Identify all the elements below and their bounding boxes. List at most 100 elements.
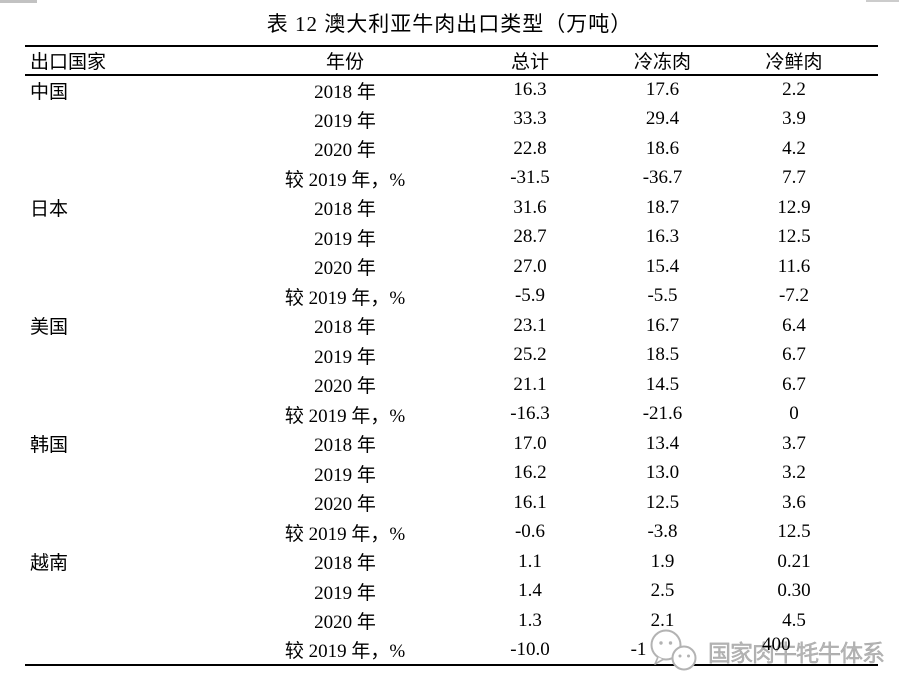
cell-year: 较 2019 年，%: [245, 400, 445, 430]
cell-country: 中国: [25, 75, 245, 105]
cell-country: 韩国: [25, 429, 245, 459]
table-row: 2020 年 22.8 18.6 4.2: [25, 134, 878, 164]
table-row: 2019 年 25.2 18.5 6.7: [25, 341, 878, 371]
cell-year-value: 较 2019 年，%: [284, 169, 406, 191]
cell-chilled: 6.7: [710, 341, 878, 371]
cell-chilled: [710, 636, 878, 666]
cell-chilled-value: 3.6: [782, 491, 806, 513]
cell-chilled-value: -7.2: [778, 285, 810, 307]
cell-frozen: 2.1: [615, 606, 710, 636]
cell-frozen-value: 18.5: [645, 344, 680, 366]
cell-country-value: 越南: [30, 553, 69, 575]
cell-frozen-value: 14.5: [645, 373, 680, 395]
cell-country: [25, 164, 245, 194]
cell-total-value: 1.4: [518, 580, 542, 602]
cell-year: 2019 年: [245, 341, 445, 371]
table-row: 较 2019 年，% -31.5 -36.7 7.7: [25, 164, 878, 194]
header-row: 出口国家 年份 总计 冷冻肉 冷鲜肉: [25, 46, 878, 76]
cell-total-value: -16.3: [510, 403, 550, 425]
cell-frozen-value: 2.5: [650, 580, 675, 602]
cell-total: 31.6: [445, 193, 615, 223]
cell-frozen-value: 15.4: [645, 255, 680, 277]
cell-chilled: 2.2: [710, 75, 878, 105]
cell-country-value: 中国: [30, 81, 69, 103]
cell-year: 较 2019 年，%: [245, 282, 445, 312]
table-body: 中国 2018 年 16.3 17.6 2.2 2019 年 33.3 29.4 3.9 2020…: [25, 75, 878, 665]
cell-total-value: -5.9: [514, 285, 546, 307]
cell-year: 2018 年: [245, 429, 445, 459]
cell-year: 2019 年: [245, 105, 445, 135]
cell-frozen: -5.5: [615, 282, 710, 312]
cell-year: 较 2019 年，%: [245, 636, 445, 666]
cell-chilled: 7.7: [710, 164, 878, 194]
cell-frozen: -3.8: [615, 518, 710, 548]
table-row: 2020 年 16.1 12.5 3.6: [25, 488, 878, 518]
cell-chilled: 6.4: [710, 311, 878, 341]
cell-total-value: -10.0: [510, 638, 550, 660]
cell-year: 2020 年: [245, 606, 445, 636]
cell-frozen: 2.5: [615, 577, 710, 607]
cell-chilled: 6.7: [710, 370, 878, 400]
cell-total: 1.4: [445, 577, 615, 607]
cell-total: 16.1: [445, 488, 615, 518]
table-row: 2019 年 33.3 29.4 3.9: [25, 105, 878, 135]
cell-frozen-value: 18.6: [645, 137, 680, 159]
cell-total-value: 25.2: [513, 344, 547, 366]
cell-frozen: -1: [615, 636, 710, 666]
cell-country: [25, 105, 245, 135]
cell-total: 28.7: [445, 223, 615, 253]
cell-year: 2018 年: [245, 193, 445, 223]
cell-year: 2018 年: [245, 311, 445, 341]
cell-country: [25, 459, 245, 489]
table-row: 2020 年 21.1 14.5 6.7: [25, 370, 878, 400]
cell-frozen-value: 16.3: [645, 226, 680, 248]
table-row: 较 2019 年，% -16.3 -21.6 0: [25, 400, 878, 430]
cell-country-value: 美国: [30, 317, 69, 339]
cell-frozen: 18.7: [615, 193, 710, 223]
cell-total-value: 22.8: [513, 137, 547, 159]
cell-year-value: 较 2019 年，%: [284, 405, 406, 427]
cell-country-value: 日本: [30, 199, 69, 221]
cell-year: 2020 年: [245, 488, 445, 518]
cell-chilled-value: 3.7: [782, 432, 806, 454]
cell-year-value: 较 2019 年，%: [284, 287, 406, 309]
cell-total-value: -0.6: [514, 521, 546, 543]
cell-total: -10.0: [445, 636, 615, 666]
cell-frozen: 18.5: [615, 341, 710, 371]
cell-year-value: 2019 年: [314, 346, 376, 368]
cell-chilled-value: 12.9: [777, 196, 811, 218]
table-row: 韩国 2018 年 17.0 13.4 3.7: [25, 429, 878, 459]
cell-frozen: 1.9: [615, 547, 710, 577]
cell-chilled-value: 4.5: [782, 609, 806, 631]
cell-year-value: 2020 年: [314, 376, 376, 398]
cell-chilled-value: 6.4: [782, 314, 806, 336]
cell-country: 日本: [25, 193, 245, 223]
cell-total: 1.3: [445, 606, 615, 636]
cell-chilled: 4.5: [710, 606, 878, 636]
table-row: 越南 2018 年 1.1 1.9 0.21: [25, 547, 878, 577]
cell-chilled-value: 12.5: [777, 521, 811, 543]
cell-total-value: 31.6: [513, 196, 547, 218]
cell-chilled-value: 0: [789, 403, 799, 425]
cell-country: [25, 282, 245, 312]
cell-year-value: 2019 年: [314, 582, 376, 604]
cell-chilled-value: 12.5: [777, 226, 811, 248]
cell-year-value: 2019 年: [314, 110, 376, 132]
cell-country: [25, 518, 245, 548]
cell-frozen-value: 13.4: [645, 432, 680, 454]
cell-frozen: 17.6: [615, 75, 710, 105]
table-row: 较 2019 年，% -0.6 -3.8 12.5: [25, 518, 878, 548]
screenshot-artifact-top-right: [866, 0, 899, 2]
cell-frozen-value: 13.0: [645, 462, 680, 484]
cell-chilled-value: 7.7: [782, 167, 806, 189]
cell-year-value: 2020 年: [314, 258, 376, 280]
cell-total: 16.3: [445, 75, 615, 105]
cell-total: 23.1: [445, 311, 615, 341]
cell-total-value: 27.0: [513, 255, 547, 277]
cell-frozen-value: 12.5: [645, 491, 680, 513]
cell-chilled: 3.9: [710, 105, 878, 135]
cell-frozen-value: 16.7: [645, 314, 680, 336]
cell-year-value: 2019 年: [314, 464, 376, 486]
cell-year-value: 较 2019 年，%: [284, 523, 406, 545]
cell-year-value: 2018 年: [314, 553, 376, 575]
